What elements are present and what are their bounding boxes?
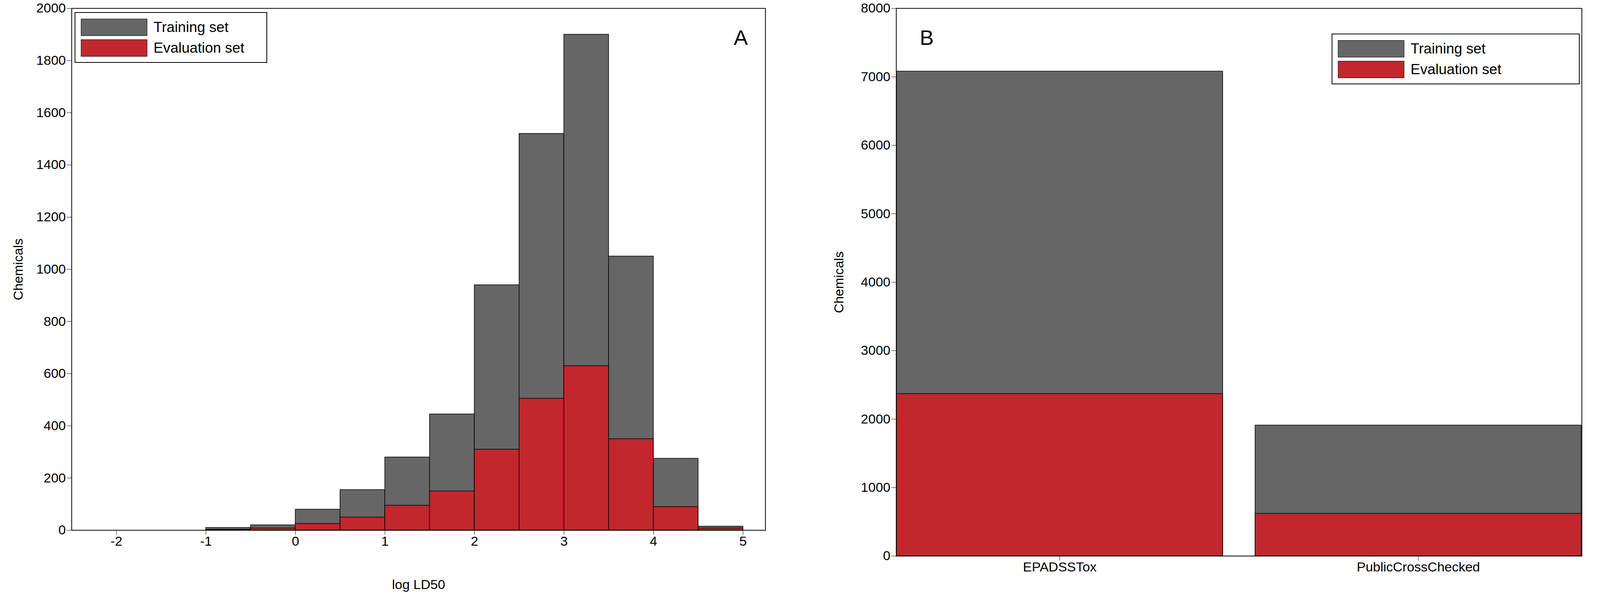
svg-text:1000: 1000 <box>860 480 891 495</box>
svg-text:log LD50: log LD50 <box>391 577 445 593</box>
svg-text:1600: 1600 <box>36 105 67 120</box>
svg-text:7000: 7000 <box>860 69 891 84</box>
svg-text:2000: 2000 <box>36 0 67 16</box>
svg-text:2: 2 <box>470 533 479 549</box>
svg-text:-1: -1 <box>200 533 212 549</box>
svg-text:6000: 6000 <box>860 137 891 153</box>
svg-text:1800: 1800 <box>36 52 67 68</box>
svg-text:1400: 1400 <box>36 157 67 172</box>
svg-text:800: 800 <box>43 314 67 329</box>
svg-text:5: 5 <box>739 533 747 549</box>
svg-text:2000: 2000 <box>860 411 891 427</box>
html-text:Evaluation set: Evaluation set <box>153 39 245 56</box>
svg-text:1000: 1000 <box>36 261 67 277</box>
html-text:Training set: Training set <box>1410 40 1486 57</box>
html-text:Training set: Training set <box>153 18 229 35</box>
svg-text:B: B <box>919 25 934 50</box>
svg-text:600: 600 <box>43 366 67 381</box>
svg-text:0: 0 <box>883 548 891 564</box>
svg-text:1: 1 <box>381 533 389 549</box>
svg-text:3000: 3000 <box>860 342 891 358</box>
svg-text:0: 0 <box>291 533 300 549</box>
svg-text:A: A <box>733 25 748 50</box>
svg-text:5000: 5000 <box>860 206 891 222</box>
svg-text:3: 3 <box>560 533 568 549</box>
svg-text:200: 200 <box>43 470 67 486</box>
svg-text:PublicCrossChecked: PublicCrossChecked <box>1356 559 1481 575</box>
svg-text:EPADSSTox: EPADSSTox <box>1023 559 1097 575</box>
html-text:Evaluation set: Evaluation set <box>1410 61 1502 78</box>
svg-text:4000: 4000 <box>860 274 891 290</box>
svg-text:Chemicals: Chemicals <box>10 238 26 301</box>
svg-text:8000: 8000 <box>860 0 891 16</box>
svg-text:400: 400 <box>43 418 67 434</box>
svg-text:0: 0 <box>58 522 67 538</box>
svg-text:-2: -2 <box>110 533 123 549</box>
svg-text:Chemicals: Chemicals <box>831 251 847 314</box>
svg-text:4: 4 <box>650 533 658 549</box>
svg-text:1200: 1200 <box>36 209 67 225</box>
